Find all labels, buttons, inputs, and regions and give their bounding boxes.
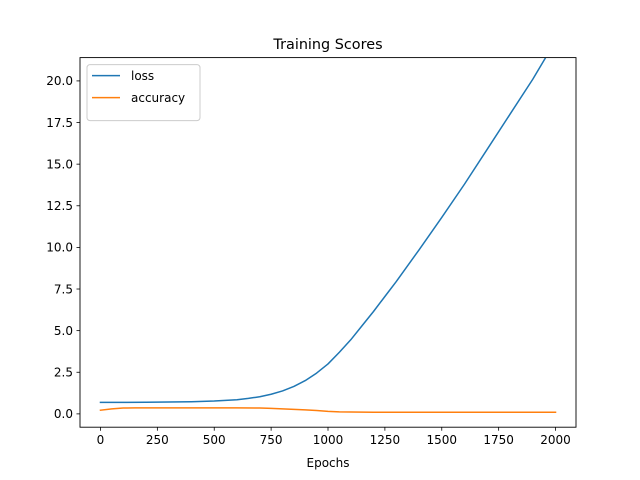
x-axis: 0 250 500 750 1000 1250 1500 1750 2000	[97, 427, 571, 447]
legend-label-accuracy: accuracy	[131, 91, 185, 105]
x-tick-label: 2000	[540, 433, 571, 447]
y-tick-label: 7.5	[54, 282, 73, 296]
x-axis-label: Epochs	[307, 456, 350, 470]
y-tick-label: 15.0	[46, 157, 73, 171]
x-tick-label: 750	[260, 433, 283, 447]
legend-box	[86, 64, 201, 122]
x-tick-label: 250	[146, 433, 169, 447]
y-tick-label: 0.0	[54, 407, 73, 421]
x-tick-label: 1500	[426, 433, 457, 447]
y-tick-label: 2.5	[54, 366, 73, 380]
series-line-accuracy	[99, 407, 557, 413]
axes-frame	[79, 57, 577, 428]
y-tick-label: 5.0	[54, 324, 73, 338]
y-axis: 0.0 2.5 5.0 7.5 10.0 12.5 15.0 17.5 20.0	[46, 74, 80, 421]
x-tick-label: 1000	[313, 433, 344, 447]
y-tick-label: 10.0	[46, 241, 73, 255]
legend: loss accuracy	[86, 64, 201, 122]
x-tick-label: 1750	[483, 433, 514, 447]
x-tick-label: 1250	[370, 433, 401, 447]
chart-title: Training Scores	[272, 37, 382, 53]
x-tick-label: 0	[97, 433, 105, 447]
x-tick-label: 500	[203, 433, 226, 447]
y-tick-label: 12.5	[46, 199, 73, 213]
y-tick-label: 17.5	[46, 116, 73, 130]
plot-area	[99, 57, 557, 413]
y-tick-label: 20.0	[46, 74, 73, 88]
series-line-loss	[99, 57, 547, 404]
legend-label-loss: loss	[131, 69, 154, 83]
